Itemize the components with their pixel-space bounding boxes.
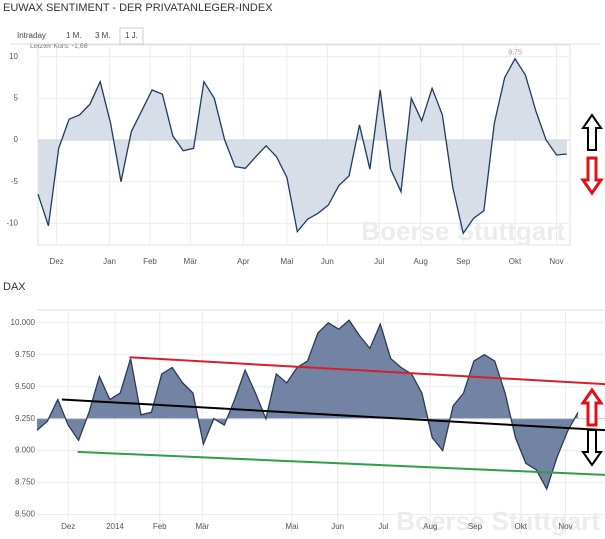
y-tick-label: 9.500 — [15, 382, 36, 391]
x-tick-label: Aug — [423, 522, 437, 531]
x-tick-label: Aug — [414, 257, 428, 266]
y-tick-label: 10.000 — [11, 318, 36, 327]
x-tick-label: Dez — [61, 522, 75, 531]
tab[interactable]: 3 M. — [95, 31, 111, 40]
up-arrow — [581, 113, 603, 151]
up-arrow — [580, 387, 604, 427]
last-price: Letzter Kurs: -1,68 — [30, 43, 88, 50]
down-arrow — [580, 156, 604, 196]
x-tick-label: Mär — [196, 522, 210, 531]
x-tick-label: Apr — [237, 257, 250, 266]
area-fill — [38, 58, 567, 234]
x-tick-label: Okt — [515, 522, 528, 531]
y-tick-label: 8.500 — [15, 510, 36, 519]
x-tick-label: Sep — [456, 257, 471, 266]
x-tick-label: Nov — [558, 522, 572, 531]
chart: DAX Boerse Stuttgart 10.000 9.750 9.500 9.250… — [3, 281, 605, 536]
x-tick-label: Nov — [549, 257, 563, 266]
y-tick-label: 9.250 — [15, 414, 36, 423]
x-tick-label: Jun — [331, 522, 344, 531]
x-tick-label: Feb — [153, 522, 167, 531]
chart-title: EUWAX SENTIMENT - DER PRIVATANLEGER-INDE… — [3, 2, 273, 14]
x-tick-label: Jul — [378, 522, 388, 531]
tab[interactable]: 1 M. — [66, 31, 82, 40]
tab[interactable]: 1 J. — [125, 31, 138, 40]
x-tick-label: Mär — [184, 257, 198, 266]
x-tick-label: Jun — [321, 257, 334, 266]
line — [36, 319, 579, 491]
x-tick-label: Feb — [143, 257, 157, 266]
trend-line — [77, 450, 605, 476]
area-fill — [37, 320, 578, 489]
y-tick-label: 9.000 — [15, 446, 36, 455]
x-tick-label: Jul — [374, 257, 384, 266]
annotation: 9,75 — [508, 50, 522, 57]
x-tick-label: Mai — [285, 522, 298, 531]
y-tick-label: -5 — [11, 177, 19, 186]
x-tick-label: Dez — [50, 257, 64, 266]
watermark: Boerse Stuttgart — [396, 506, 600, 536]
tab-selected-frame — [119, 27, 144, 45]
x-tick-label: 2014 — [106, 522, 124, 531]
trend-line — [61, 398, 605, 432]
x-tick-label: Sep — [468, 522, 483, 531]
line — [37, 57, 567, 235]
y-tick-label: 8.750 — [15, 478, 36, 487]
chart: EUWAX SENTIMENT - DER PRIVATANLEGER-INDE… — [3, 2, 571, 266]
y-tick-label: -10 — [6, 218, 18, 227]
trend-line — [129, 356, 605, 386]
x-tick-label: Okt — [509, 257, 522, 266]
y-tick-label: 0 — [14, 135, 19, 144]
tab-bar — [10, 27, 600, 45]
down-arrow — [581, 429, 603, 467]
chart-title: DAX — [3, 281, 26, 293]
tab[interactable]: Intraday — [17, 31, 46, 40]
x-tick-label: Mai — [280, 257, 293, 266]
arrows-top — [580, 113, 604, 196]
y-tick-label: 5 — [14, 93, 19, 102]
x-tick-label: Jan — [103, 257, 116, 266]
y-tick-label: 9.750 — [15, 350, 36, 359]
y-tick-label: 10 — [9, 52, 18, 61]
arrows-bottom — [580, 387, 604, 467]
